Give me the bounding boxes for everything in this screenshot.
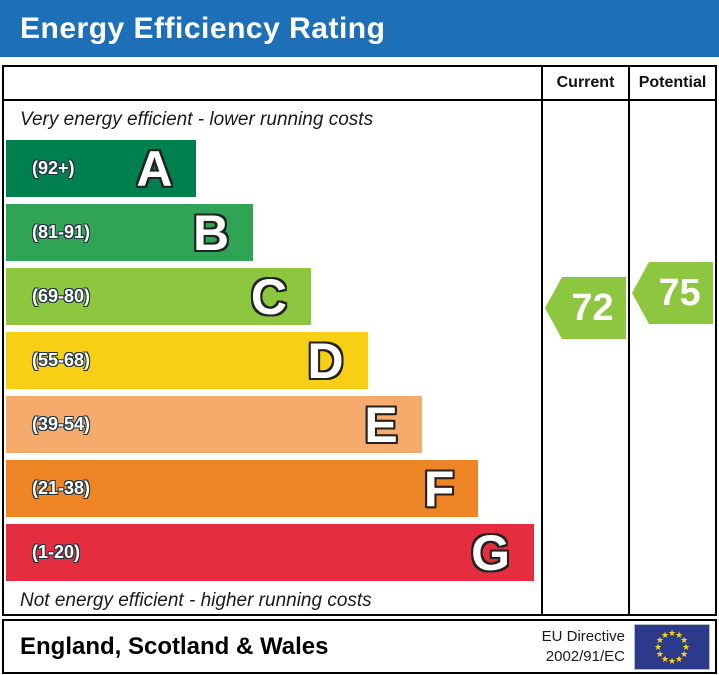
region-label: England, Scotland & Wales (20, 632, 329, 660)
current-column: 72 (541, 101, 628, 614)
svg-text:★: ★ (675, 629, 683, 639)
svg-text:★: ★ (656, 649, 664, 659)
bands-column: Very energy efficient - lower running co… (4, 101, 541, 614)
eu-directive-label: EU Directive 2002/91/EC (542, 627, 625, 666)
potential-rating-arrow: 75 (632, 262, 713, 324)
page-title: Energy Efficiency Rating (20, 11, 386, 45)
svg-text:★: ★ (668, 656, 676, 666)
band-range-label: (69-80) (32, 286, 91, 306)
band-row-a: (92+) A (6, 140, 541, 197)
svg-text:★: ★ (682, 642, 690, 652)
band-range-label: (21-38) (32, 478, 91, 498)
band-row-c: (69-80) C (6, 268, 541, 325)
footer: England, Scotland & Wales EU Directive 2… (2, 619, 717, 674)
svg-text:★: ★ (680, 649, 688, 659)
current-rating-value: 72 (571, 286, 614, 329)
eu-directive-line1: EU Directive (541, 628, 625, 645)
svg-text:★: ★ (654, 642, 662, 652)
eu-directive-line2: 2002/91/EC (545, 647, 625, 665)
band-range-label: (81-91) (32, 222, 91, 242)
potential-rating-value: 75 (658, 271, 701, 314)
table-header-row: Current Potential (4, 67, 715, 101)
svg-text:★: ★ (661, 654, 669, 664)
table-body-row: Very energy efficient - lower running co… (4, 101, 715, 614)
band-letter: C (250, 268, 287, 325)
band-range-label: (39-54) (32, 414, 91, 434)
rating-bands: (92+) A (81-91) B (69-80) C (55-68) D (39-54) E (2… (6, 140, 541, 581)
current-rating-arrow: 72 (545, 277, 626, 339)
band-row-b: (81-91) B (6, 204, 541, 261)
top-note: Very energy efficient - lower running co… (20, 109, 374, 130)
band-bar-g: (1-20) G (6, 524, 535, 581)
band-letter: F (423, 460, 455, 517)
band-letter: B (193, 204, 230, 261)
band-row-d: (55-68) D (6, 332, 541, 389)
svg-text:★: ★ (668, 628, 676, 638)
band-letter: A (136, 140, 173, 197)
band-range-label: (55-68) (32, 350, 91, 370)
current-column-header: Current (541, 67, 628, 99)
rating-table: Current Potential Very energy efficient … (2, 65, 717, 616)
band-range-label: (1-20) (32, 542, 81, 562)
main-header-cell (4, 67, 541, 99)
title-bar: Energy Efficiency Rating (0, 0, 719, 57)
band-letter: D (307, 332, 344, 389)
band-letter: G (471, 524, 511, 581)
potential-column: 75 (628, 101, 715, 614)
band-bar-c: (69-80) C (6, 268, 311, 325)
svg-text:★: ★ (675, 654, 683, 664)
band-bar-b: (81-91) B (6, 204, 254, 261)
band-range-label: (92+) (32, 158, 75, 178)
band-row-g: (1-20) G (6, 524, 541, 581)
potential-column-header: Potential (628, 67, 715, 99)
bottom-note: Not energy efficient - higher running co… (20, 590, 372, 611)
band-row-f: (21-38) F (6, 460, 541, 517)
svg-text:★: ★ (680, 635, 688, 645)
band-row-e: (39-54) E (6, 396, 541, 453)
band-bar-f: (21-38) F (6, 460, 479, 517)
svg-text:★: ★ (656, 635, 664, 645)
band-letter: E (364, 396, 398, 453)
band-bar-a: (92+) A (6, 140, 197, 197)
footer-right: EU Directive 2002/91/EC ★ ★ ★ ★ ★ ★ ★ ★ ★ ★ ★ ★ (542, 623, 710, 670)
eu-flag-icon: ★★★★★★★★★★★★ (634, 623, 710, 670)
band-bar-d: (55-68) D (6, 332, 368, 389)
band-bar-e: (39-54) E (6, 396, 422, 453)
svg-text:★: ★ (661, 629, 669, 639)
